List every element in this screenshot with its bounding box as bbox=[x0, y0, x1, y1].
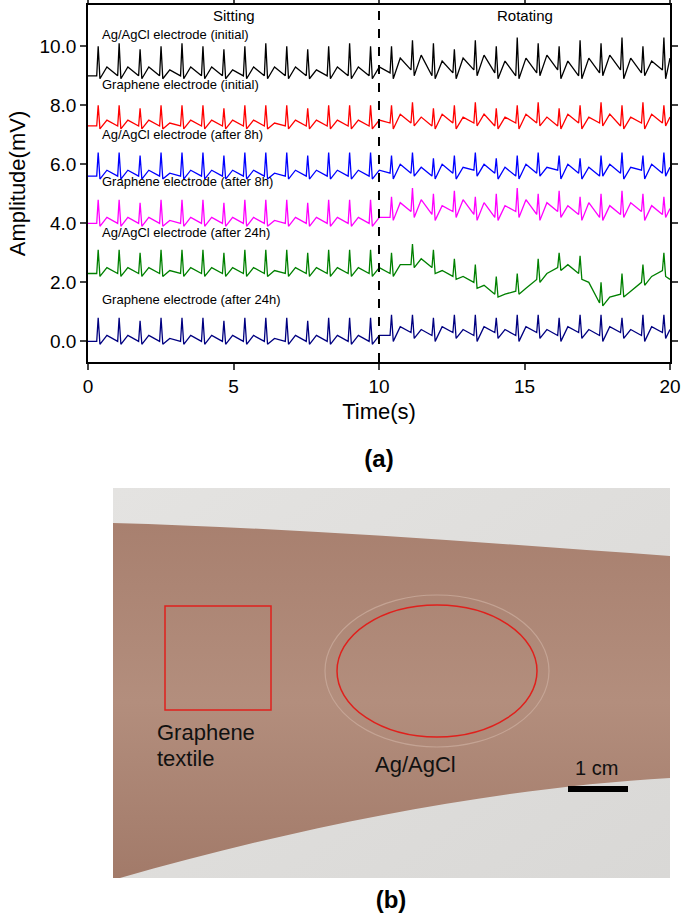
html-text:(b): (b) bbox=[375, 886, 407, 913]
svg-text:8.0: 8.0 bbox=[50, 95, 76, 116]
svg-text:5: 5 bbox=[228, 376, 239, 397]
svg-text:Rotating: Rotating bbox=[497, 7, 553, 24]
svg-text:0: 0 bbox=[83, 376, 94, 397]
svg-text:Ag/AgCl electrode (initial): Ag/AgCl electrode (initial) bbox=[102, 27, 249, 42]
svg-text:Ag/AgCl electrode (after 24h): Ag/AgCl electrode (after 24h) bbox=[102, 225, 270, 240]
svg-text:10.0: 10.0 bbox=[39, 36, 76, 57]
html-text:1 cm: 1 cm bbox=[575, 757, 619, 779]
svg-text:2.0: 2.0 bbox=[50, 272, 76, 293]
svg-text:10: 10 bbox=[368, 376, 389, 397]
svg-text:Sitting: Sitting bbox=[213, 7, 255, 24]
html-text:(a): (a) bbox=[364, 445, 394, 472]
svg-text:Graphene electrode (initial): Graphene electrode (initial) bbox=[102, 77, 259, 92]
html-text:Ag/AgCl: Ag/AgCl bbox=[375, 752, 456, 777]
svg-text:6.0: 6.0 bbox=[50, 154, 76, 175]
svg-text:15: 15 bbox=[514, 376, 535, 397]
svg-text:Amplitude(mV): Amplitude(mV) bbox=[5, 111, 30, 256]
svg-text:Time(s): Time(s) bbox=[342, 399, 416, 424]
html-text:Graphene textile: Graphene textile bbox=[157, 720, 255, 772]
svg-text:0.0: 0.0 bbox=[50, 331, 76, 352]
svg-text:20: 20 bbox=[659, 376, 680, 397]
svg-text:4.0: 4.0 bbox=[50, 213, 76, 234]
svg-text:Graphene electrode (after 24h): Graphene electrode (after 24h) bbox=[102, 292, 281, 307]
svg-text:Ag/AgCl electrode (after 8h): Ag/AgCl electrode (after 8h) bbox=[102, 127, 263, 142]
svg-text:Graphene electrode (after 8h): Graphene electrode (after 8h) bbox=[102, 174, 273, 189]
